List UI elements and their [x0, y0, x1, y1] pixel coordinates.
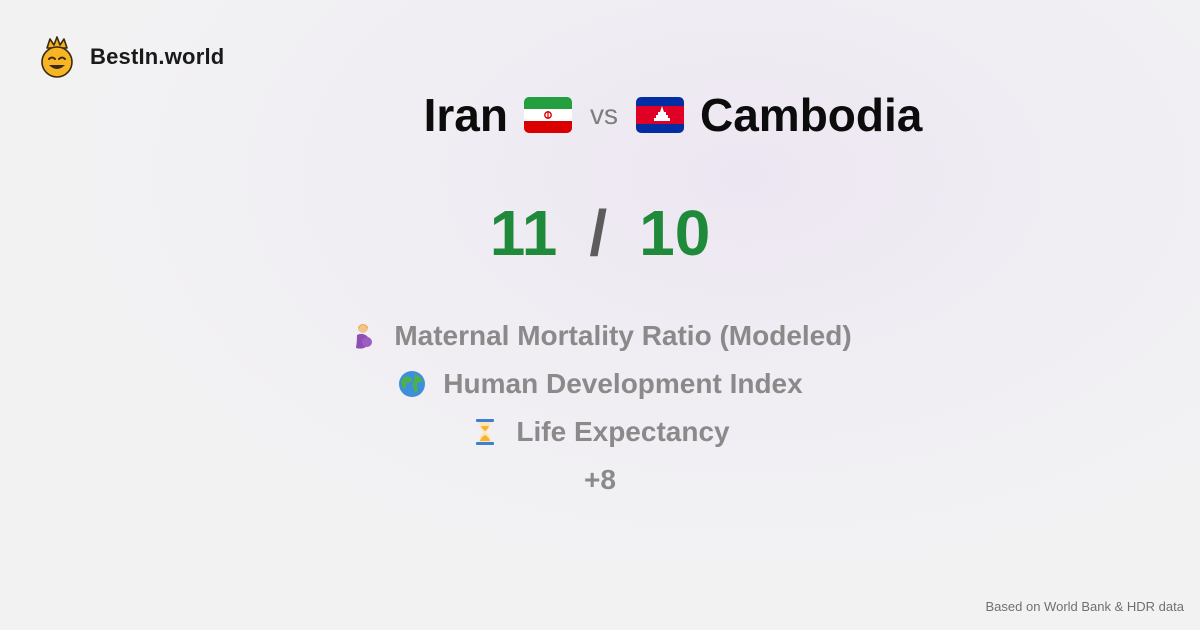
metric-list: Maternal Mortality Ratio (Modeled) Human…: [0, 312, 1200, 504]
iran-flag-icon: [524, 97, 572, 133]
more-metrics-count: +8: [584, 464, 616, 495]
right-country-name: Cambodia: [700, 89, 923, 141]
globe-icon: [399, 371, 426, 397]
metric-label: Maternal Mortality Ratio (Modeled): [394, 320, 852, 351]
hourglass-icon: [476, 419, 495, 445]
pregnant-woman-icon: [356, 324, 373, 349]
metric-item: Maternal Mortality Ratio (Modeled): [0, 312, 1200, 360]
left-score: 11: [489, 197, 558, 269]
metric-label: Life Expectancy: [516, 416, 730, 447]
left-country-name: Iran: [423, 89, 508, 141]
crowned-smiley-icon: [41, 36, 73, 78]
score-separator: /: [589, 197, 608, 269]
comparison-title: Iran vs Cambodia: [0, 88, 1200, 142]
vs-label: vs: [590, 99, 618, 130]
data-source-note: Based on World Bank & HDR data: [985, 599, 1184, 614]
right-score: 10: [639, 197, 711, 269]
brand-name: BestIn.world: [90, 44, 225, 69]
score-row: 11 / 10: [0, 196, 1200, 270]
metric-item: Life Expectancy: [0, 408, 1200, 456]
brand-logo[interactable]: BestIn.world: [38, 36, 224, 78]
cambodia-flag-icon: [636, 97, 684, 133]
metric-label: Human Development Index: [443, 368, 803, 399]
metric-item: Human Development Index: [0, 360, 1200, 408]
